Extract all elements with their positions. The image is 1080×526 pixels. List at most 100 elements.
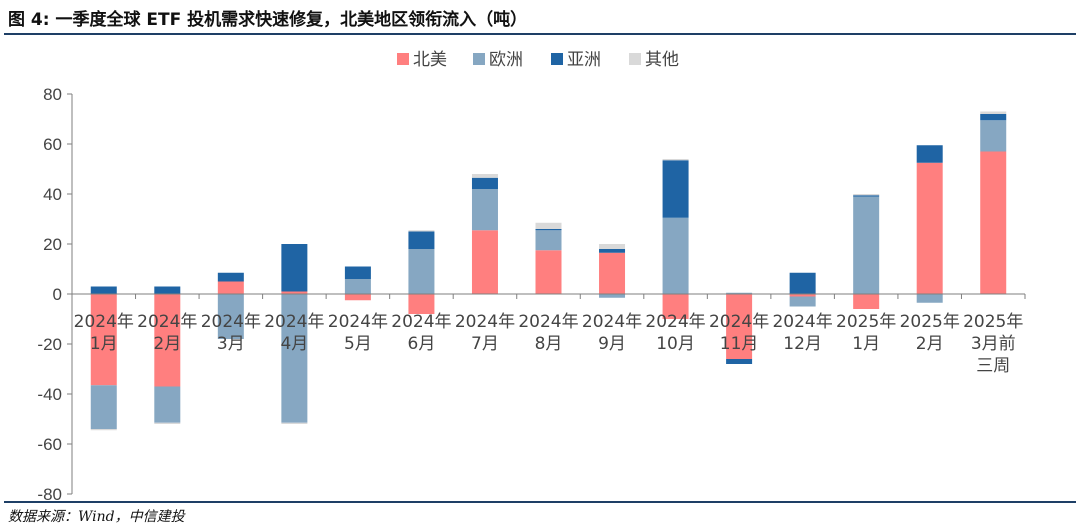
bar-segment	[281, 244, 308, 292]
bar-segment	[789, 272, 816, 294]
bar-segment	[408, 231, 435, 249]
bar-segment	[662, 160, 689, 218]
x-category-label: 2024年	[391, 312, 451, 332]
x-category-label: 7月	[471, 334, 499, 354]
x-category-label: 2024年	[264, 312, 324, 332]
x-category-label: 3月	[217, 334, 245, 354]
bar-segment	[599, 249, 626, 253]
bar-segment	[980, 120, 1007, 152]
bar-segment	[154, 294, 181, 387]
bar-segment	[281, 422, 308, 424]
bar-segment	[90, 429, 117, 431]
x-category-label: 2024年	[709, 312, 769, 332]
bar-segment	[344, 266, 371, 279]
y-axis: 80 60 40 20 0 -20 -40 -60 -80	[37, 85, 73, 501]
legend-label: 欧洲	[489, 50, 523, 70]
y-tick-label: 80	[43, 85, 62, 104]
x-category-label: 2024年	[518, 312, 578, 332]
bar-segment	[853, 195, 880, 197]
title-divider	[4, 33, 1076, 35]
bar-segment	[90, 294, 117, 386]
y-tick-label: 0	[53, 285, 62, 304]
x-category-label: 3月前	[971, 334, 1016, 354]
legend-label: 其他	[645, 50, 679, 70]
y-tick-label: -80	[37, 485, 62, 501]
chart-legend: 北美 欧洲 亚洲 其他	[397, 50, 679, 70]
x-category-label: 2024年	[582, 312, 642, 332]
legend-swatch	[629, 53, 641, 65]
x-category-label: 5月	[344, 334, 372, 354]
bar-segment	[599, 294, 626, 298]
bar-segment	[535, 230, 562, 251]
bar-segment	[853, 196, 880, 294]
x-category-label: 2024年	[74, 312, 134, 332]
bar-segment	[599, 244, 626, 249]
bar-segment	[408, 249, 435, 294]
bar-segment	[217, 272, 244, 282]
legend-label: 北美	[413, 50, 447, 70]
bar-segment	[154, 286, 181, 294]
figure-title: 图 4: 一季度全球 ETF 投机需求快速修复，北美地区领衔流入（吨）	[8, 10, 528, 30]
bar-segment	[471, 177, 498, 189]
y-tick-label: 60	[43, 135, 62, 154]
bar-segment	[662, 217, 689, 294]
x-category-label: 2024年	[328, 312, 388, 332]
bar-segment	[90, 286, 117, 294]
bar-segment	[789, 294, 816, 297]
x-category-label: 三周	[976, 356, 1010, 376]
x-category-label: 12月	[783, 334, 822, 354]
bar-segment	[90, 385, 117, 429]
bar-segment	[535, 250, 562, 294]
bar-segment	[154, 386, 181, 423]
bar-segment	[853, 194, 880, 196]
legend-swatch	[551, 53, 563, 65]
x-category-label: 2025年	[836, 312, 896, 332]
y-tick-label: -60	[37, 435, 62, 454]
bar-segment	[789, 296, 816, 307]
x-category-label: 2024年	[137, 312, 197, 332]
y-tick-label: 20	[43, 235, 62, 254]
bar-segment	[980, 151, 1007, 294]
y-tick-label: -20	[37, 335, 62, 354]
bar-segment	[535, 229, 562, 231]
bar-segment	[916, 145, 943, 163]
legend-swatch	[397, 53, 409, 65]
bar-segment	[471, 230, 498, 294]
x-category-label: 11月	[720, 334, 759, 354]
bottom-divider	[4, 501, 1076, 503]
x-category-label: 2025年	[900, 312, 960, 332]
bar-segment	[853, 294, 880, 309]
x-axis: 2024年1月2024年2月2024年3月2024年4月2024年5月2024年…	[71, 293, 1026, 376]
bar-segment	[344, 279, 371, 294]
x-category-label: 2月	[153, 334, 181, 354]
bar-segment	[916, 294, 943, 303]
legend-swatch	[473, 53, 485, 65]
x-category-label: 2024年	[772, 312, 832, 332]
bar-segment	[980, 114, 1007, 121]
bar-segment	[154, 422, 181, 424]
y-tick-label: 40	[43, 185, 62, 204]
bar-segment	[217, 294, 244, 339]
x-category-label: 4月	[280, 334, 308, 354]
x-category-label: 2月	[916, 334, 944, 354]
bar-segment	[471, 189, 498, 231]
bar-segment	[726, 359, 753, 364]
bar-segment	[599, 252, 626, 294]
bar-segment	[471, 174, 498, 178]
bar-segment	[281, 294, 308, 423]
x-category-label: 2024年	[201, 312, 261, 332]
bar-segment	[535, 222, 562, 229]
source-note: 数据来源：Wind，中信建投	[8, 509, 185, 525]
bar-segment	[281, 291, 308, 294]
x-category-label: 2025年	[963, 312, 1023, 332]
bar-segment	[980, 111, 1007, 114]
x-category-label: 2024年	[455, 312, 515, 332]
bar-segment	[916, 162, 943, 294]
bar-segment	[408, 294, 435, 314]
x-category-label: 9月	[598, 334, 626, 354]
bar-segment	[344, 294, 371, 301]
x-category-label: 6月	[408, 334, 436, 354]
x-category-label: 8月	[535, 334, 563, 354]
y-tick-label: -40	[37, 385, 62, 404]
